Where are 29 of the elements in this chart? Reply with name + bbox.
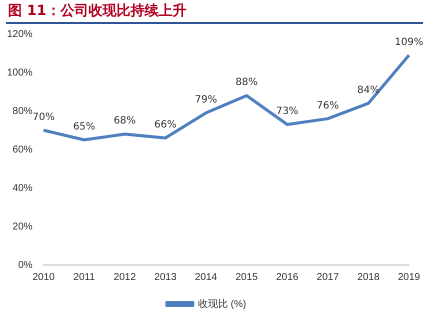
y-tick-label: 20% [12,221,33,232]
x-tick-label: 2010 [32,272,56,283]
data-label: 76% [316,100,339,112]
y-tick-label: 120% [7,28,33,40]
y-tick-label: 60% [12,144,33,156]
data-label: 65% [73,121,96,132]
y-tick-label: 100% [7,67,33,78]
chart-title: 图 11：公司收现比持续上升 [6,0,423,24]
x-tick-label: 2018 [357,272,380,283]
data-label: 70% [32,112,55,123]
data-label: 68% [114,116,136,127]
legend-label: 收现比 (%) [198,298,246,310]
data-label: 84% [357,84,380,96]
y-tick-label: 0% [18,260,33,271]
data-label: 73% [276,106,298,118]
y-tick-label: 80% [12,106,33,117]
x-tick-label: 2017 [316,272,340,283]
x-tick-label: 2012 [114,272,136,283]
data-label: 79% [194,94,218,106]
x-tick-label: 2015 [235,272,258,283]
data-label: 109% [394,36,424,48]
x-tick-label: 2013 [154,272,177,283]
x-tick-label: 2011 [73,272,96,283]
data-label: 88% [235,77,258,88]
y-tick-label: 40% [12,182,33,194]
x-tick-label: 2014 [194,272,218,283]
x-tick-label: 2019 [398,272,421,283]
x-tick-label: 2016 [276,272,299,283]
data-label: 66% [154,120,176,131]
